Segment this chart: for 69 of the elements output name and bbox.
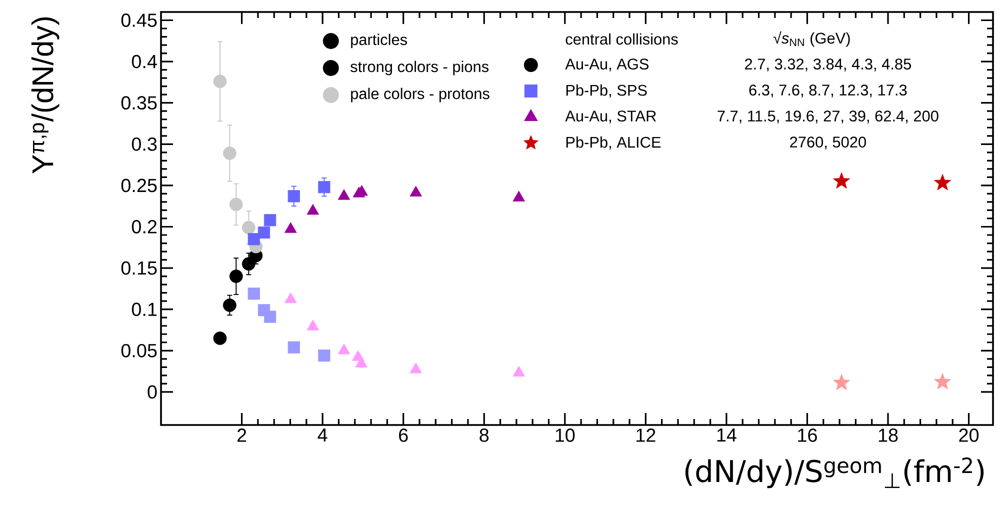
- point: [264, 310, 276, 323]
- y-tick-label: 0: [148, 385, 157, 399]
- annotation: 2760, 5020: [790, 136, 866, 150]
- point: [229, 270, 243, 284]
- point: [213, 74, 227, 88]
- point: [833, 374, 850, 390]
- point: [242, 257, 256, 271]
- point: [258, 226, 270, 239]
- point: [410, 362, 422, 374]
- x-tick-label: 8: [480, 428, 489, 442]
- point: [338, 189, 350, 200]
- annotation: 2.7, 3.32, 3.84, 4.3, 4.85: [745, 58, 911, 72]
- x-tick-label: 4: [318, 428, 328, 442]
- y-tick-label: 0.2: [132, 220, 157, 234]
- y-tick-label: 0.3: [132, 137, 157, 151]
- annotation: particles: [351, 34, 407, 48]
- y-tick-label: 0.45: [121, 14, 157, 27]
- point: [512, 190, 525, 202]
- x-axis-title: (dN/dy)/S$^{geom}$$_{⊥}$(fm$^{-2}$): [685, 457, 984, 488]
- point: [222, 146, 236, 160]
- legend-label: Au-Au, AGS: [565, 58, 649, 72]
- annotation: ●: [322, 60, 339, 76]
- point: [288, 341, 300, 354]
- annotation: 6.3, 7.6, 8.7, 12.3, 17.3: [749, 84, 907, 98]
- annotation: 7.7, 11.5, 19.6, 27, 39, 62.4, 200: [718, 110, 938, 124]
- point: [318, 181, 330, 194]
- point: [213, 332, 227, 345]
- point: [934, 373, 952, 390]
- point: [306, 320, 319, 330]
- annotation: ●: [322, 32, 339, 49]
- y-tick-label: 0.4: [132, 54, 157, 68]
- x-tick-label: 10: [556, 428, 575, 442]
- point: [222, 298, 236, 312]
- point: [410, 186, 422, 196]
- point: [512, 366, 525, 377]
- point: [306, 204, 319, 215]
- y-tick-label: 0.25: [121, 178, 157, 192]
- x-tick-label: 2: [237, 428, 246, 442]
- point: [318, 350, 330, 362]
- legend-label: Au-Au, STAR: [565, 110, 656, 124]
- point: [284, 292, 297, 304]
- x-tick-label: 12: [636, 428, 656, 442]
- x-tick-label: 6: [399, 428, 408, 442]
- legend-label: Pb-Pb, ALICE: [566, 136, 661, 150]
- x-tick-label: 14: [717, 428, 736, 442]
- y-tick-label: 0.05: [121, 344, 157, 358]
- point: [833, 172, 850, 189]
- y-tick-label: 0.1: [132, 302, 157, 316]
- annotation: ●: [322, 87, 339, 103]
- point: [284, 222, 297, 233]
- point: [229, 198, 243, 212]
- point: [934, 174, 952, 190]
- annotation: pale colors - protons: [351, 88, 490, 102]
- point: [242, 220, 256, 234]
- x-tick-label: 20: [959, 428, 979, 442]
- point: [248, 233, 260, 246]
- y-axis-title: Y$^{π,p}$/(dN/dy): [31, 17, 60, 174]
- x-tick-label: 16: [798, 428, 817, 442]
- annotation: √s$_{NN}$ (GeV): [773, 31, 850, 47]
- legend-label: Pb-Pb, SPS: [566, 84, 647, 98]
- point: [288, 190, 300, 202]
- x-tick-label: 18: [878, 428, 898, 442]
- point: [338, 344, 350, 354]
- point: [248, 288, 260, 300]
- point: [264, 214, 276, 226]
- y-tick-label: 0.15: [121, 261, 157, 275]
- annotation: central collisions: [566, 33, 678, 45]
- annotation: strong colors - pions: [350, 60, 489, 76]
- y-tick-label: 0.35: [121, 96, 157, 110]
